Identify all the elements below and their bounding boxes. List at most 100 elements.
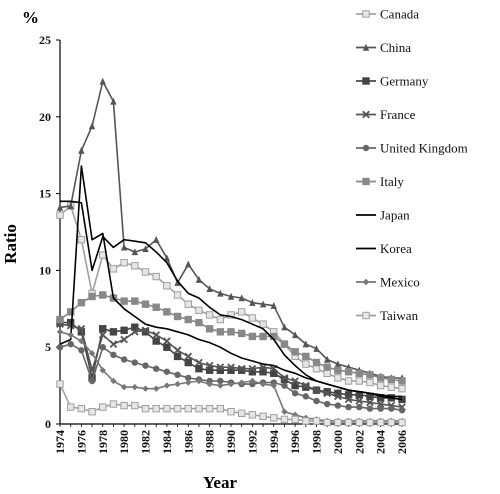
- x-tick-label: 1994: [267, 430, 281, 454]
- y-tick-label: 15: [39, 187, 51, 201]
- data-point: [270, 382, 277, 389]
- data-point: [77, 298, 86, 307]
- data-point: [259, 320, 267, 328]
- data-point: [205, 361, 214, 370]
- x-tick-labels: 1974 1976 1978 1980 1982 1984 1986 1988 1990 1992…: [53, 430, 409, 454]
- data-point: [99, 403, 107, 411]
- data-point: [174, 380, 181, 388]
- data-point: [312, 417, 321, 425]
- data-point: [248, 364, 257, 373]
- x-tick-label: 1976: [74, 430, 88, 454]
- data-point: [362, 77, 370, 85]
- legend-item-korea: Korea: [356, 241, 412, 256]
- data-point: [387, 383, 396, 391]
- data-point: [131, 248, 139, 256]
- data-point: [141, 404, 150, 413]
- data-point: [323, 369, 331, 378]
- legend-label: United Kingdom: [380, 141, 468, 156]
- data-point: [281, 323, 288, 331]
- data-point: [362, 177, 370, 186]
- x-tick-label: 2000: [331, 430, 345, 454]
- x-tick-label: 1996: [288, 430, 302, 454]
- legend-label: Germany: [380, 74, 429, 89]
- x-tick-label: 1986: [181, 430, 195, 454]
- data-point: [184, 404, 192, 413]
- data-point: [362, 311, 370, 320]
- data-point: [334, 402, 342, 409]
- data-point: [376, 381, 385, 390]
- data-point: [152, 385, 160, 392]
- data-point: [152, 331, 161, 339]
- legend-item-china: China: [356, 40, 411, 55]
- legend-label: Korea: [380, 241, 412, 256]
- data-point: [366, 371, 374, 379]
- data-point: [195, 377, 203, 385]
- data-point: [109, 400, 118, 408]
- data-point: [217, 289, 224, 297]
- x-tick-label: 2002: [352, 430, 366, 454]
- data-point: [291, 331, 299, 339]
- data-point: [131, 401, 139, 410]
- legend-item-mexico: Mexico: [356, 275, 420, 290]
- data-point: [323, 363, 331, 371]
- data-point: [227, 408, 235, 416]
- data-point: [312, 386, 321, 395]
- legend-item-canada: Canada: [356, 7, 419, 22]
- data-point: [270, 369, 278, 378]
- data-point: [216, 404, 225, 413]
- data-point: [259, 412, 267, 421]
- legend-item-france: France: [356, 107, 416, 122]
- legend-label: Mexico: [380, 275, 420, 290]
- series-line-korea: [59, 165, 402, 398]
- data-point: [355, 369, 363, 378]
- data-point: [362, 144, 370, 152]
- data-point: [152, 272, 160, 281]
- data-point: [238, 294, 245, 302]
- data-point: [205, 311, 214, 319]
- data-point: [301, 381, 310, 390]
- series-canada: [56, 202, 406, 393]
- data-point: [345, 403, 352, 411]
- data-point: [280, 374, 289, 382]
- data-point: [205, 325, 214, 333]
- y-tick-labels: 0 5 10 15 20 25: [39, 33, 51, 431]
- data-point: [109, 265, 118, 273]
- data-point: [131, 297, 139, 305]
- data-point: [120, 259, 128, 267]
- data-point: [99, 251, 107, 259]
- series-korea: [59, 165, 402, 398]
- data-point: [216, 363, 225, 372]
- series-layer: [56, 77, 406, 427]
- data-point: [173, 352, 182, 361]
- data-point: [141, 300, 150, 308]
- data-point: [152, 404, 160, 413]
- data-point: [120, 401, 128, 410]
- x-tick-label: 1990: [224, 430, 238, 454]
- data-point: [152, 365, 160, 372]
- data-point: [259, 332, 267, 341]
- data-point: [259, 300, 267, 308]
- data-point: [56, 328, 64, 336]
- data-point: [227, 292, 235, 300]
- data-point: [195, 318, 203, 327]
- data-point: [88, 408, 96, 416]
- data-point: [291, 377, 299, 385]
- data-point: [362, 10, 370, 18]
- data-point: [56, 315, 64, 324]
- data-point: [195, 365, 203, 373]
- data-point: [248, 314, 257, 322]
- data-point: [237, 366, 246, 374]
- data-point: [77, 404, 86, 413]
- data-point: [163, 254, 171, 262]
- data-point: [142, 245, 149, 253]
- data-point: [270, 302, 277, 309]
- data-point: [99, 325, 107, 333]
- x-tick-label: 1988: [203, 430, 217, 454]
- data-point: [173, 346, 182, 355]
- data-point: [205, 366, 214, 374]
- data-point: [142, 362, 149, 369]
- data-point: [344, 368, 353, 376]
- data-point: [67, 340, 74, 348]
- x-tick-label: 1980: [117, 430, 131, 454]
